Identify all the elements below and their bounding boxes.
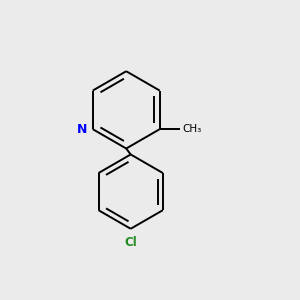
Text: Cl: Cl	[124, 236, 137, 249]
Text: N: N	[77, 123, 87, 136]
Text: CH₃: CH₃	[183, 124, 202, 134]
